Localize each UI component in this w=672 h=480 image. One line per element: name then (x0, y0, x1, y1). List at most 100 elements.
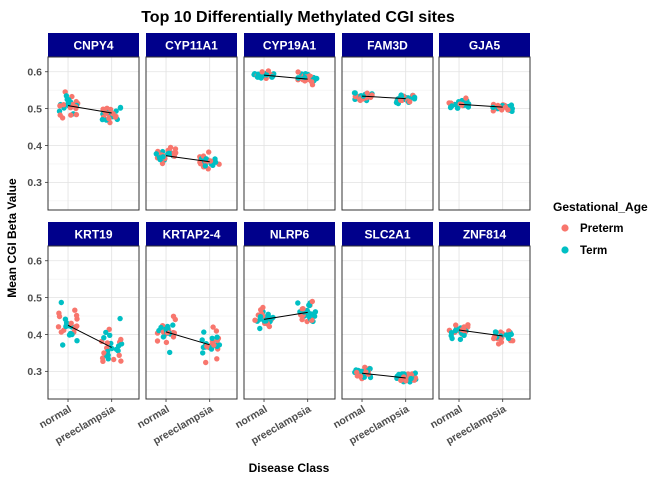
data-point (167, 144, 174, 151)
panel-border (438, 56, 531, 211)
data-point (111, 356, 117, 363)
data-point (295, 300, 301, 306)
data-point (117, 315, 123, 322)
data-point (207, 158, 214, 164)
mean-trend-line (67, 324, 112, 348)
data-point (199, 337, 205, 343)
strip-fam3d (342, 33, 433, 57)
data-point (309, 79, 315, 85)
mean-trend-line (458, 103, 503, 108)
x-tick-label: normal (135, 403, 171, 431)
data-point (116, 352, 122, 358)
y-tick-label: 0.6 (27, 256, 42, 268)
data-point (100, 358, 106, 364)
panel-background (146, 246, 237, 399)
mean-trend-line (165, 331, 210, 346)
data-point (99, 116, 106, 123)
data-point (502, 104, 509, 110)
data-point (210, 162, 216, 168)
data-point (163, 339, 170, 346)
data-point (261, 318, 268, 324)
panel-background (439, 57, 530, 210)
data-point (408, 375, 414, 382)
panel-border (47, 245, 140, 400)
strip-label: ZNF814 (463, 228, 507, 242)
data-point (295, 69, 301, 75)
data-point (203, 359, 209, 366)
data-point (202, 163, 208, 169)
data-point (200, 350, 206, 356)
strip-cyp11a1 (146, 33, 237, 57)
panels-layer: CNPY4 CYP11A1 CYP19A1 FAM3D GJA5 KRT19 KRTAP2-… (47, 33, 531, 400)
data-point (259, 69, 265, 75)
legend-key-term (561, 246, 569, 254)
data-point (55, 324, 62, 330)
data-point (73, 111, 80, 118)
data-point (170, 334, 177, 340)
y-axis-title: Mean CGI Beta Value (5, 178, 19, 298)
strip-krtap2-4 (146, 222, 237, 246)
data-point (306, 313, 312, 320)
data-point (492, 329, 499, 335)
data-point (407, 99, 413, 105)
data-point (65, 100, 72, 106)
data-point (72, 307, 78, 313)
mean-trend-line (361, 372, 406, 379)
y-tick-labels: 0.3 0.4 0.5 0.6 0.3 0.4 0.5 0.6 (27, 67, 48, 378)
data-point (206, 149, 212, 155)
data-point (117, 104, 124, 111)
data-point (453, 322, 459, 328)
data-point (497, 105, 503, 111)
data-point (314, 75, 320, 82)
x-axis-title: Disease Class (249, 461, 330, 475)
panel-cnpy4: CNPY4 (47, 33, 140, 211)
y-tick-label: 0.4 (27, 140, 42, 152)
data-point (154, 338, 161, 344)
data-point (398, 377, 404, 383)
x-tick-label: normal (233, 403, 269, 431)
data-point (112, 114, 119, 120)
data-point (448, 333, 454, 339)
data-point (204, 343, 210, 349)
panel-border (243, 56, 336, 211)
data-point (170, 313, 177, 319)
mean-trend-line (67, 105, 112, 114)
x-tick-label: normal (37, 403, 73, 431)
data-point (101, 335, 107, 341)
data-point (201, 329, 207, 335)
x-tick-label: normal (428, 403, 464, 431)
panel-border (438, 245, 531, 400)
data-point (63, 93, 70, 99)
strip-cyp19a1 (244, 33, 335, 57)
data-point (211, 342, 217, 348)
data-point (115, 343, 122, 349)
data-point (167, 349, 173, 356)
data-point (103, 110, 110, 116)
panel-background (244, 57, 335, 210)
data-point (309, 298, 315, 305)
data-point (58, 299, 64, 306)
panel-background (342, 57, 433, 210)
legend-title: Gestational_Age (553, 200, 648, 214)
panel-border (145, 56, 238, 211)
strip-krt19 (48, 222, 139, 246)
data-point (101, 350, 107, 356)
data-point (73, 98, 79, 105)
panel-krtap2-4: KRTAP2-4 (145, 222, 238, 400)
data-point (259, 73, 265, 79)
strip-label: GJA5 (469, 39, 501, 53)
panel-background (146, 57, 237, 210)
strip-nlrp6 (244, 222, 335, 246)
data-point (258, 307, 264, 313)
data-point (463, 95, 469, 101)
panel-border (243, 245, 336, 400)
strip-label: CNPY4 (73, 39, 113, 53)
data-point (214, 334, 220, 340)
legend-label-term: Term (580, 245, 607, 257)
mean-trend-line (263, 311, 308, 320)
data-point (257, 314, 264, 320)
strip-label: NLRP6 (270, 228, 310, 242)
panel-krt19: KRT19 (47, 222, 140, 400)
